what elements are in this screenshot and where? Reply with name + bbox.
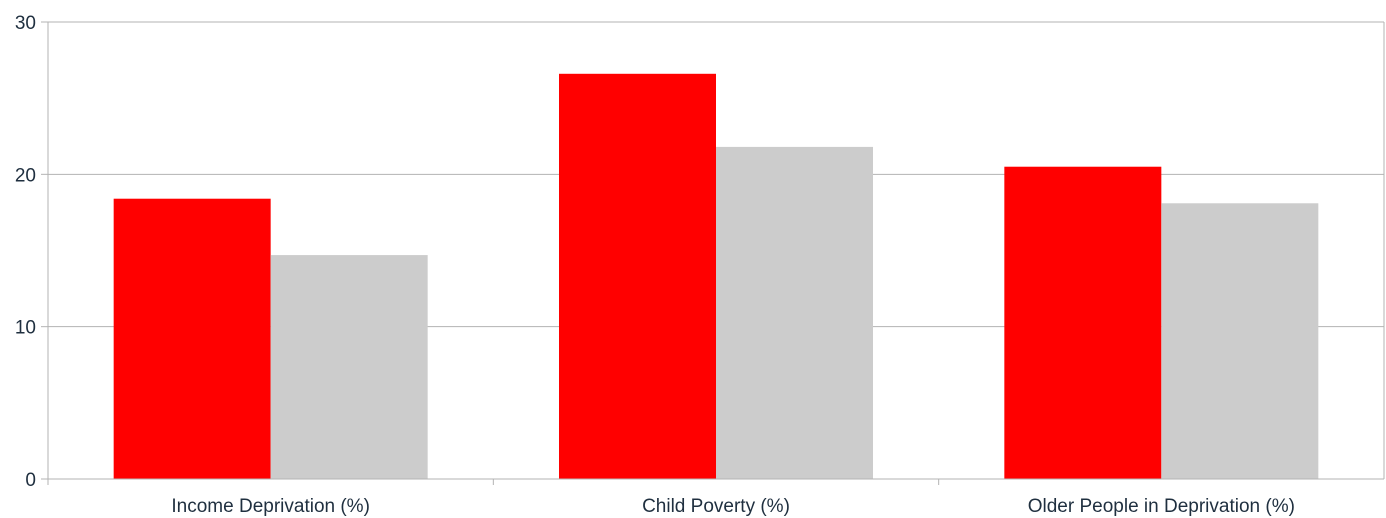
bar-series-1-2 <box>559 73 716 479</box>
x-category-label: Older People in Deprivation (%) <box>1028 496 1295 517</box>
bar-series-2-1 <box>270 255 428 479</box>
bar-series-2-3 <box>1161 203 1319 479</box>
bar-series-1-3 <box>1004 166 1162 479</box>
y-tick-label: 10 <box>15 318 36 339</box>
labels: 0 10 20 30 Income Deprivation (%) Child Pover… <box>15 13 1295 517</box>
y-tick-label: 0 <box>25 470 36 491</box>
axes <box>41 21 1385 485</box>
bar-series-1-1 <box>113 198 271 479</box>
y-tick-label: 20 <box>15 165 36 186</box>
bars <box>113 73 1319 479</box>
x-category-label: Income Deprivation (%) <box>171 496 370 517</box>
y-tick-label: 30 <box>15 13 36 34</box>
bar-series-2-2 <box>716 146 873 479</box>
x-category-label: Child Poverty (%) <box>642 496 790 517</box>
